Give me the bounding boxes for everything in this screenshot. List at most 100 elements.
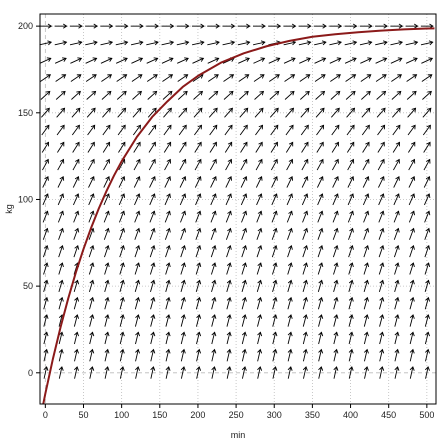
slope-arrow xyxy=(148,141,156,153)
slope-arrow xyxy=(362,158,370,171)
arrow-head xyxy=(425,348,430,354)
slope-arrow xyxy=(316,141,324,153)
arrow-head xyxy=(319,158,324,164)
arrow-shaft xyxy=(164,228,170,240)
arrow-shaft xyxy=(390,41,403,46)
slope-arrow xyxy=(363,348,369,362)
slope-arrow xyxy=(224,107,233,118)
arrow-head xyxy=(349,175,355,181)
arrow-shaft xyxy=(299,74,310,82)
arrow-head xyxy=(151,175,156,181)
arrow-head xyxy=(169,23,175,29)
slope-arrow xyxy=(149,175,156,188)
arrow-head xyxy=(291,23,297,29)
arrow-shaft xyxy=(225,193,232,206)
arrow-head xyxy=(411,124,416,130)
slope-arrow xyxy=(148,158,156,171)
slope-arrow xyxy=(179,141,187,153)
arrow-head xyxy=(242,227,248,233)
slope-arrow xyxy=(89,331,95,345)
arrow-head xyxy=(120,279,125,285)
arrow-shaft xyxy=(300,125,309,136)
arrow-head xyxy=(198,90,204,96)
arrow-head xyxy=(229,74,235,79)
slope-arrow xyxy=(179,175,187,188)
arrow-head xyxy=(348,314,354,319)
arrow-shaft xyxy=(377,125,385,136)
arrow-shaft xyxy=(57,142,65,153)
arrow-head xyxy=(151,158,156,164)
arrow-head xyxy=(242,244,248,250)
slope-arrow xyxy=(87,158,95,171)
arrow-shaft xyxy=(73,228,79,240)
slope-arrow xyxy=(318,314,324,327)
arrow-head xyxy=(104,244,110,250)
slope-arrow xyxy=(283,57,296,64)
arrow-head xyxy=(303,296,308,302)
slope-arrow xyxy=(58,296,64,310)
arrow-head xyxy=(153,74,158,79)
arrow-head xyxy=(302,348,308,354)
slope-arrow xyxy=(299,57,311,64)
slope-arrow xyxy=(178,124,187,136)
slope-arrow xyxy=(302,331,308,345)
slope-arrow xyxy=(239,124,248,136)
arrow-shaft xyxy=(272,366,276,379)
arrow-head xyxy=(288,141,294,147)
arrow-shaft xyxy=(240,193,247,206)
arrow-shaft xyxy=(195,211,201,223)
arrow-head xyxy=(380,158,385,164)
arrow-head xyxy=(151,141,156,147)
solution-curve xyxy=(42,27,435,404)
arrow-shaft xyxy=(165,297,170,310)
slope-arrow xyxy=(118,141,126,153)
arrow-shaft xyxy=(393,211,399,223)
arrow-shaft xyxy=(40,74,51,82)
arrow-head xyxy=(226,244,232,250)
slope-arrow xyxy=(286,175,294,188)
arrow-shaft xyxy=(180,349,185,362)
arrow-head xyxy=(425,314,431,319)
slope-arrow xyxy=(88,262,95,275)
slope-arrow xyxy=(409,366,415,379)
arrow-shaft xyxy=(58,366,63,379)
slope-arrow xyxy=(301,158,309,171)
y-tick-label: 150 xyxy=(18,108,33,118)
slope-arrow xyxy=(317,244,324,258)
arrow-head xyxy=(74,348,79,354)
arrow-head xyxy=(89,262,95,268)
arrow-head xyxy=(183,90,188,96)
arrow-shaft xyxy=(163,125,172,136)
slope-arrow xyxy=(332,227,339,240)
arrow-head xyxy=(227,227,232,233)
slope-arrow xyxy=(347,210,354,223)
arrow-shaft xyxy=(240,159,248,171)
arrow-shaft xyxy=(211,314,216,327)
arrow-shaft xyxy=(378,245,384,258)
slope-arrow xyxy=(407,107,417,118)
slope-arrow xyxy=(255,141,263,153)
arrow-shaft xyxy=(394,349,399,362)
slope-arrow xyxy=(287,279,293,293)
slope-arrow xyxy=(363,244,370,258)
slope-arrow xyxy=(42,175,49,188)
arrow-shaft xyxy=(56,125,65,136)
arrow-head xyxy=(272,279,278,285)
slope-arrow xyxy=(226,331,232,345)
slope-arrow xyxy=(375,40,388,46)
arrow-head xyxy=(379,314,385,319)
arrow-head xyxy=(104,331,110,337)
slope-arrow xyxy=(101,90,112,100)
slope-arrow xyxy=(257,348,263,362)
slope-arrow xyxy=(348,331,354,345)
slope-arrow xyxy=(256,296,263,310)
arrow-shaft xyxy=(161,41,174,46)
slope-arrow xyxy=(222,40,236,46)
arrow-shaft xyxy=(272,349,277,362)
arrow-shaft xyxy=(134,245,140,258)
arrow-head xyxy=(137,90,142,96)
slope-arrow xyxy=(424,331,430,345)
arrow-shaft xyxy=(211,366,215,379)
slope-arrow xyxy=(164,158,172,171)
arrow-head xyxy=(59,262,64,268)
